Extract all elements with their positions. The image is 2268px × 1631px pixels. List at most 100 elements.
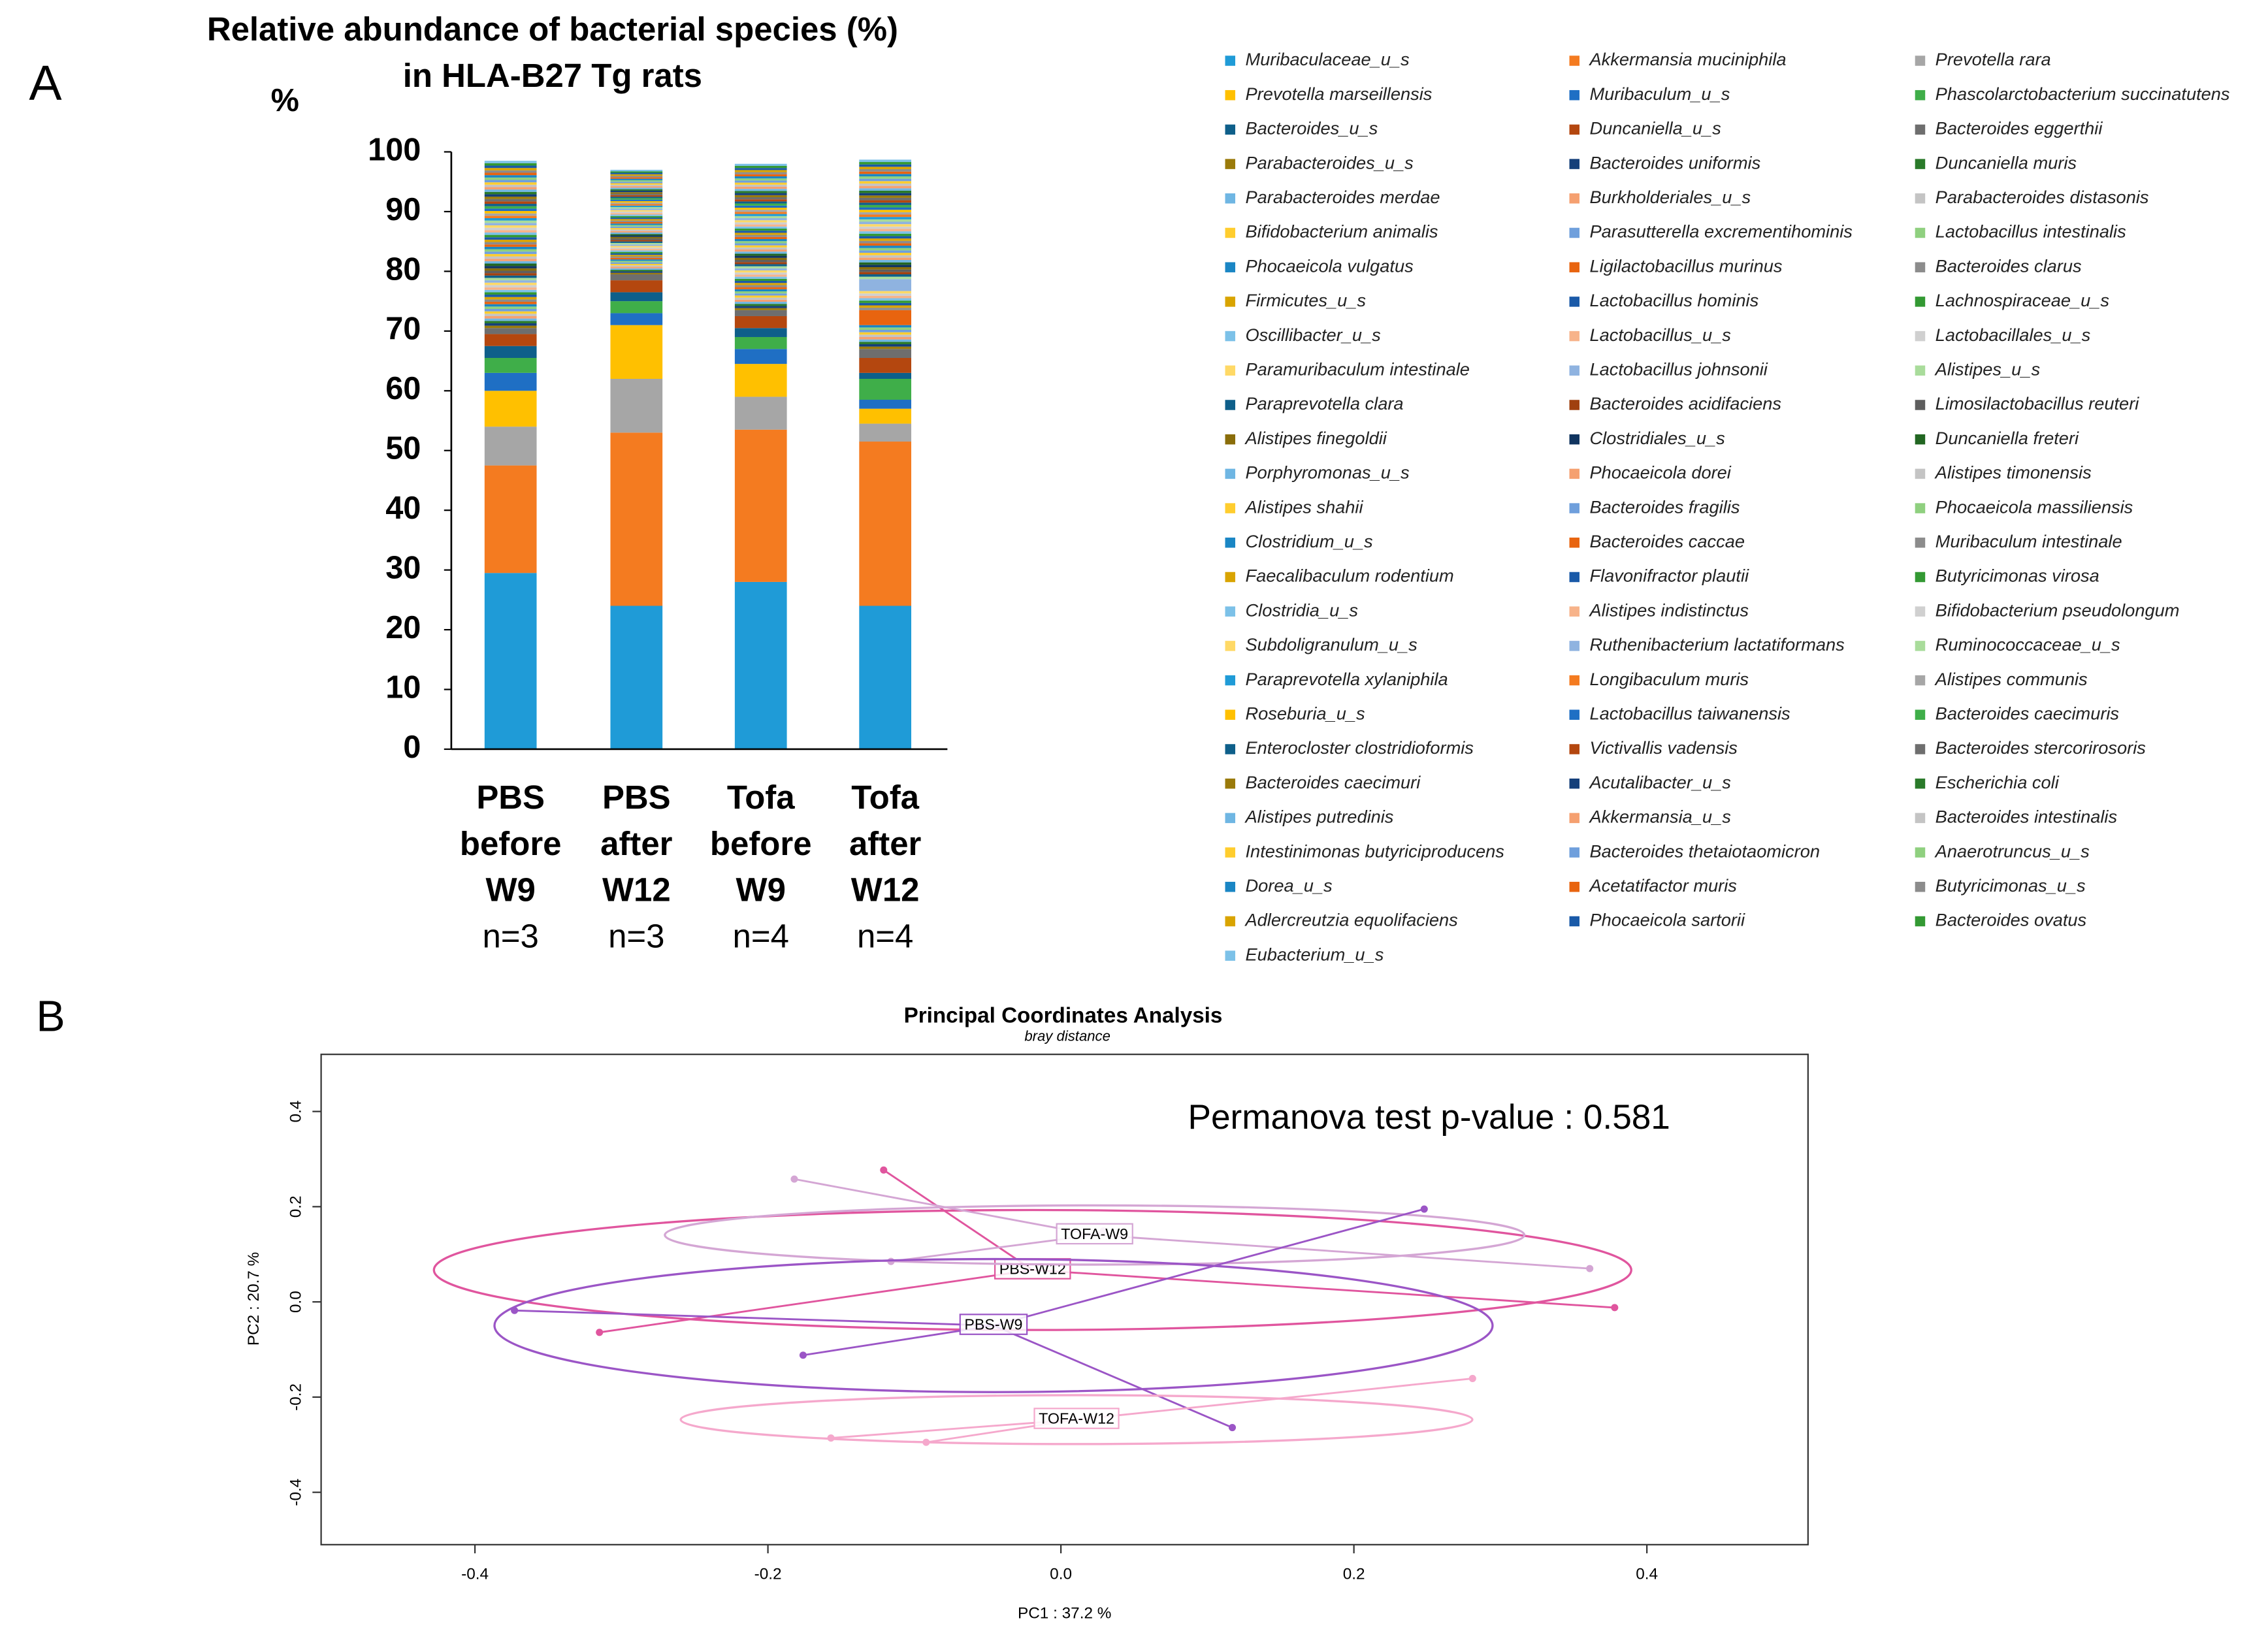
bar-segment	[859, 204, 912, 208]
group-label-box	[959, 1314, 1028, 1335]
x-tick-label: before	[710, 825, 812, 862]
legend-label: Flavonifractor plautii	[1589, 566, 1749, 586]
bar-segment	[484, 163, 537, 166]
bar-segment	[610, 210, 663, 212]
bar-segment	[484, 321, 537, 323]
bar-segment	[610, 255, 663, 257]
legend-label: Parabacteroides merdae	[1245, 187, 1440, 207]
bar-segment	[484, 270, 537, 274]
bar-segment	[859, 178, 912, 182]
bar-segment	[859, 167, 912, 170]
legend-label: Lactobacillus taiwanensis	[1589, 703, 1790, 723]
legend-label: Lactobacillus johnsonii	[1589, 359, 1768, 379]
bar-segment	[734, 176, 787, 179]
bar-segment	[734, 306, 787, 308]
legend-swatch	[1569, 606, 1580, 617]
bar-segment	[484, 213, 537, 216]
bar-segment	[484, 161, 537, 163]
bar-segment	[610, 195, 663, 197]
bar-segment	[734, 182, 787, 185]
bar-segment	[859, 181, 912, 184]
bar-segment	[734, 281, 787, 283]
bar-segment	[734, 212, 787, 214]
legend-swatch	[1569, 297, 1580, 307]
group-label-box	[1033, 1408, 1120, 1429]
x-tick-label: W9	[736, 871, 786, 909]
bar-segment	[734, 253, 787, 256]
legend-label: Anaerotruncus_u_s	[1934, 841, 2090, 861]
bar-segment	[734, 276, 787, 279]
bar-segment	[734, 165, 787, 169]
legend-label: Bacteroides clarus	[1936, 255, 2082, 276]
bar-segment	[734, 199, 787, 202]
y-tick-label: 80	[385, 251, 421, 287]
bar-segment	[734, 205, 787, 208]
bar-segment	[484, 282, 537, 285]
bar-segment	[734, 310, 787, 316]
legend-swatch	[1225, 89, 1235, 101]
bar-segment	[734, 201, 787, 204]
bar-segment	[859, 231, 912, 234]
chart-title: Relative abundance of bacterial species …	[207, 10, 898, 48]
x-tick-label: -0.2	[754, 1566, 782, 1583]
bar-segment	[734, 336, 787, 349]
bar-segment	[859, 210, 912, 212]
x-tick-label: after	[600, 825, 673, 862]
bar-segment	[734, 349, 787, 364]
bar-segment	[484, 263, 537, 266]
legend-label: Paraprevotella clara	[1245, 393, 1403, 413]
bar-segment	[859, 330, 912, 332]
bar-segment	[859, 193, 912, 196]
bar-segment	[610, 192, 663, 194]
bar-segment	[484, 189, 537, 192]
legend-swatch	[1225, 434, 1235, 445]
bar-segment	[610, 271, 663, 273]
bar-segment	[859, 233, 912, 236]
bar-segment	[484, 218, 537, 221]
bar-segment	[610, 187, 663, 189]
bar-segment	[484, 259, 537, 261]
legend-label: Paramuribaculum intestinale	[1245, 359, 1469, 379]
bar-segment	[610, 272, 663, 274]
legend-swatch	[1569, 641, 1580, 651]
legend-label: Limosilactobacillus reuteri	[1936, 393, 2140, 413]
bar-segment	[610, 216, 663, 218]
legend-swatch	[1915, 124, 1926, 135]
bar-segment	[610, 220, 663, 222]
bar-segment	[734, 260, 787, 263]
bar-segment	[859, 200, 912, 203]
bar-segment	[859, 342, 912, 344]
bar-segment	[734, 581, 787, 749]
legend-label: Phocaeicola vulgatus	[1245, 255, 1414, 276]
bar-segment	[859, 408, 912, 424]
legend-label: Duncaniella_u_s	[1589, 118, 1721, 138]
legend-label: Bacteroides eggerthii	[1936, 118, 2103, 138]
bar-segment	[610, 274, 663, 281]
legend-swatch	[1915, 227, 1926, 238]
x-tick-label: 0.4	[1636, 1566, 1658, 1583]
bar-segment	[859, 169, 912, 172]
bar-segment	[859, 171, 912, 174]
bar-segment	[734, 268, 787, 271]
bar-segment	[610, 378, 663, 433]
bar-segment	[484, 184, 537, 187]
sample-point	[596, 1329, 604, 1336]
sample-point	[1228, 1423, 1237, 1432]
bar-segment	[484, 297, 537, 300]
legend-swatch	[1569, 400, 1580, 410]
legend-swatch	[1225, 744, 1235, 754]
spider-line	[1094, 1234, 1590, 1270]
bar-segment	[859, 276, 912, 280]
bar-segment	[484, 278, 537, 281]
bar-segment	[859, 257, 912, 261]
bar-segment	[484, 295, 537, 297]
legend-swatch	[1569, 331, 1580, 342]
legend-label: Akkermansia muciniphila	[1588, 49, 1786, 69]
legend-swatch	[1225, 365, 1235, 376]
group-label: PBS-W12	[999, 1260, 1066, 1277]
bar-segment	[610, 172, 663, 174]
bar-segment	[610, 214, 663, 216]
panel-label: A	[29, 56, 62, 110]
legend-swatch	[1915, 675, 1926, 686]
y-tick-label: -0.4	[287, 1479, 304, 1506]
